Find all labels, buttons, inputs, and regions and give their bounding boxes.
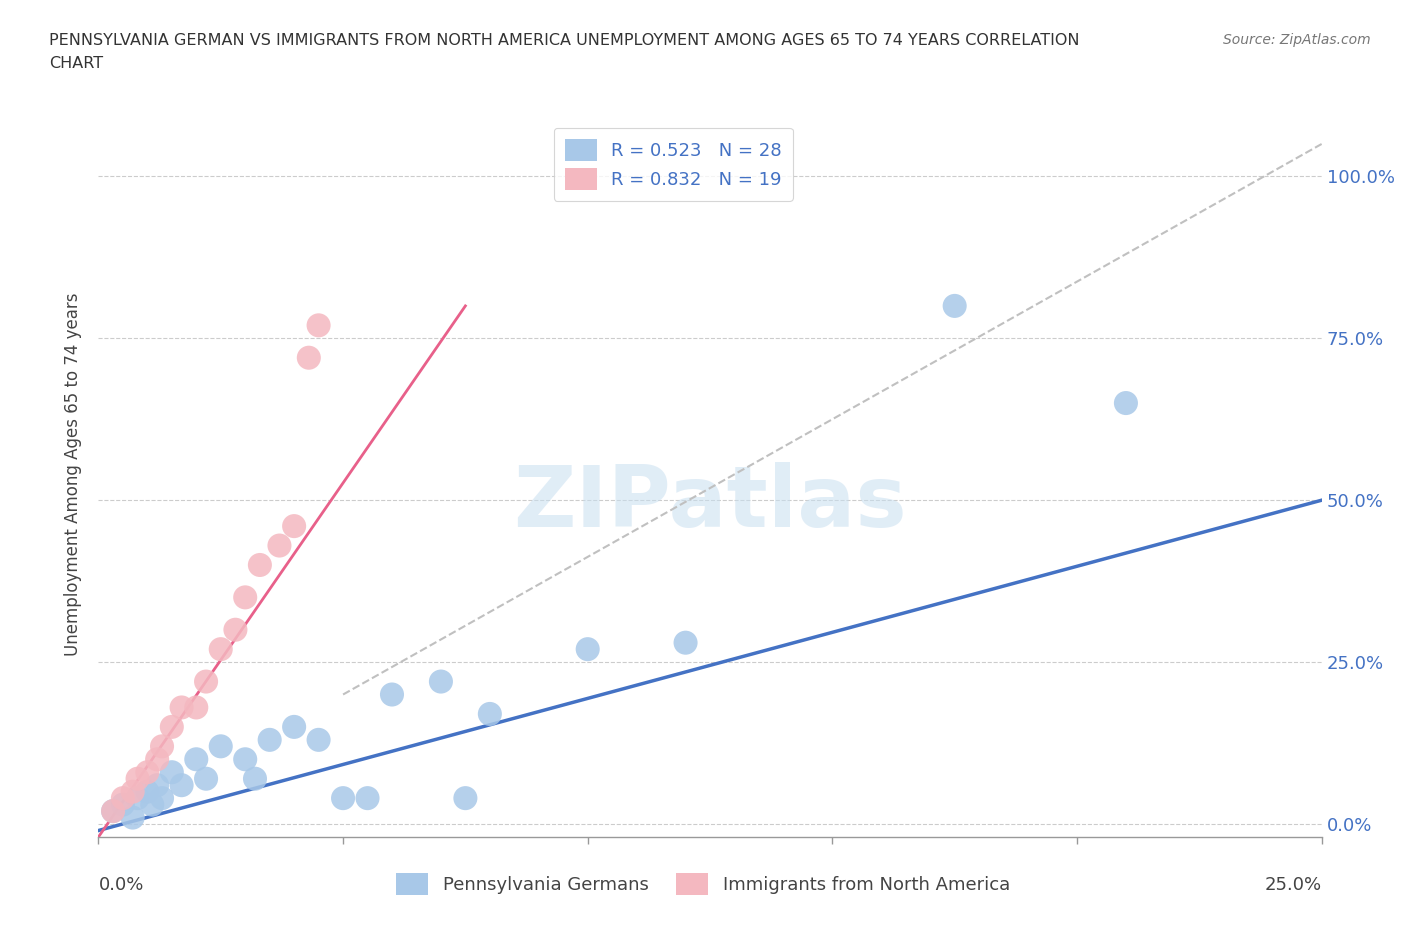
Legend: R = 0.523   N = 28, R = 0.832   N = 19: R = 0.523 N = 28, R = 0.832 N = 19 [554,128,793,201]
Point [121,810,143,825]
Point [186,700,208,715]
Point [146,777,169,792]
Point [111,790,134,805]
Point [127,771,149,786]
Point [186,751,208,766]
Point [381,687,404,702]
Point [478,707,501,722]
Point [233,590,256,604]
Point [269,538,291,553]
Point [332,790,354,805]
Point [454,790,477,805]
Text: CHART: CHART [49,56,103,71]
Text: 0.0%: 0.0% [98,876,143,894]
Point [356,790,378,805]
Point [1115,395,1137,410]
Point [150,738,173,753]
Point [195,674,218,689]
Point [150,790,173,805]
Point [209,738,232,753]
Point [224,622,246,637]
Point [675,635,697,650]
Point [943,299,966,313]
Point [170,777,193,792]
Legend: Pennsylvania Germans, Immigrants from North America: Pennsylvania Germans, Immigrants from No… [388,866,1018,902]
Point [243,771,266,786]
Point [111,797,134,812]
Point [136,764,159,779]
Point [101,804,124,818]
Point [136,784,159,799]
Point [195,771,218,786]
Point [308,733,330,748]
Y-axis label: Unemployment Among Ages 65 to 74 years: Unemployment Among Ages 65 to 74 years [65,293,83,656]
Point [170,700,193,715]
Point [430,674,453,689]
Point [259,733,281,748]
Point [576,642,599,657]
Point [146,751,169,766]
Point [283,720,305,735]
Text: PENNSYLVANIA GERMAN VS IMMIGRANTS FROM NORTH AMERICA UNEMPLOYMENT AMONG AGES 65 : PENNSYLVANIA GERMAN VS IMMIGRANTS FROM N… [49,33,1080,47]
Point [141,797,163,812]
Point [160,764,183,779]
Point [121,784,143,799]
Point [101,804,124,818]
Point [249,558,271,573]
Point [127,790,149,805]
Point [283,519,305,534]
Point [160,720,183,735]
Point [298,351,321,365]
Text: ZIPatlas: ZIPatlas [513,462,907,545]
Point [308,318,330,333]
Point [233,751,256,766]
Text: 25.0%: 25.0% [1264,876,1322,894]
Text: Source: ZipAtlas.com: Source: ZipAtlas.com [1223,33,1371,46]
Point [209,642,232,657]
